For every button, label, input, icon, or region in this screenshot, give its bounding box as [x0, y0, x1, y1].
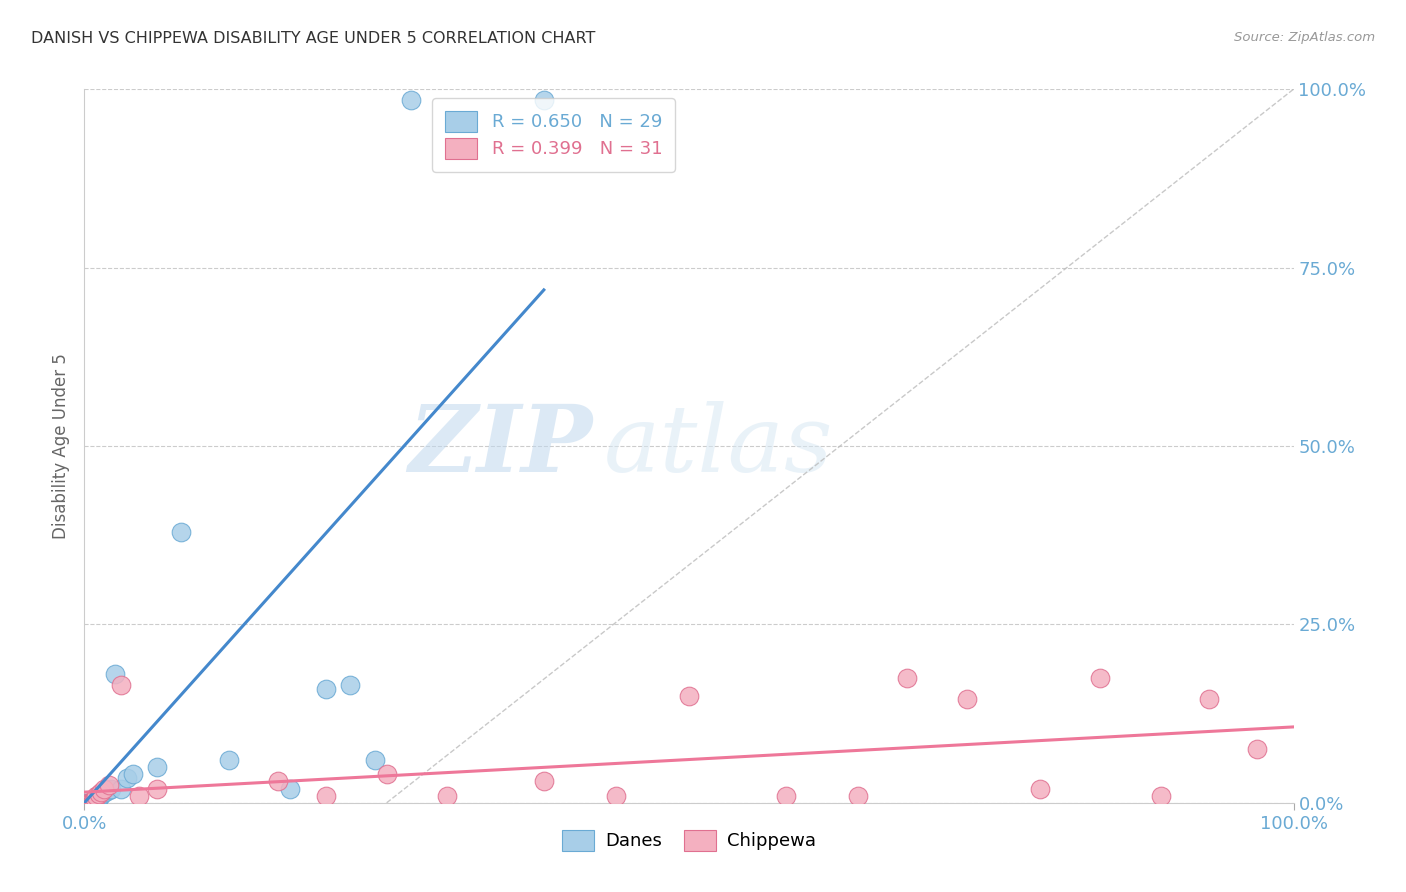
Point [1149, 789, 1171, 803]
Point [436, 789, 458, 803]
Point [77, 796, 100, 810]
Point [83, 796, 105, 810]
Point [218, 753, 240, 767]
Point [86, 789, 108, 803]
Point [115, 771, 138, 785]
Point [82, 796, 104, 810]
Point [1088, 671, 1111, 685]
Point [267, 774, 290, 789]
Point [104, 667, 127, 681]
Point [94, 785, 117, 799]
Point [1028, 781, 1050, 796]
Point [170, 524, 193, 539]
Y-axis label: Disability Age Under 5: Disability Age Under 5 [52, 353, 70, 539]
Point [375, 767, 398, 781]
Point [363, 753, 385, 767]
Point [83, 793, 105, 807]
Point [89, 789, 111, 803]
Text: ZIP: ZIP [408, 401, 592, 491]
Text: atlas: atlas [605, 401, 834, 491]
Text: DANISH VS CHIPPEWA DISABILITY AGE UNDER 5 CORRELATION CHART: DANISH VS CHIPPEWA DISABILITY AGE UNDER … [31, 31, 595, 46]
Point [678, 689, 700, 703]
Point [605, 789, 627, 803]
Point [76, 796, 98, 810]
Point [100, 781, 122, 796]
Point [77, 796, 100, 810]
Legend: Danes, Chippewa: Danes, Chippewa [554, 822, 824, 858]
Point [533, 774, 555, 789]
Point [93, 781, 115, 796]
Text: Source: ZipAtlas.com: Source: ZipAtlas.com [1234, 31, 1375, 45]
Point [86, 794, 108, 808]
Point [1246, 742, 1268, 756]
Point [79, 796, 101, 810]
Point [110, 781, 132, 796]
Point [278, 781, 301, 796]
Point [956, 692, 979, 706]
Point [84, 794, 107, 808]
Point [82, 794, 104, 808]
Point [80, 796, 103, 810]
Point [90, 785, 112, 799]
Point [79, 796, 101, 810]
Point [1198, 692, 1220, 706]
Point [121, 767, 143, 781]
Point [87, 787, 110, 801]
Point [146, 760, 169, 774]
Point [315, 681, 337, 696]
Point [339, 678, 361, 692]
Point [399, 93, 422, 107]
Point [775, 789, 797, 803]
Point [846, 789, 869, 803]
Point [77, 796, 100, 810]
Point [80, 796, 103, 810]
Point [84, 791, 107, 805]
Point [91, 787, 114, 801]
Point [87, 790, 110, 805]
Point [533, 93, 555, 107]
Point [77, 796, 100, 810]
Point [146, 781, 169, 796]
Point [97, 783, 120, 797]
Point [110, 678, 132, 692]
Point [97, 778, 120, 792]
Point [896, 671, 918, 685]
Point [86, 792, 108, 806]
Point [315, 789, 337, 803]
Point [128, 789, 150, 803]
